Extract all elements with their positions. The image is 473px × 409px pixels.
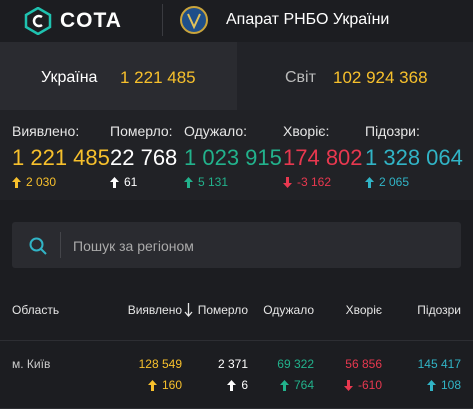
stat-change-text: 5 131 bbox=[198, 175, 229, 189]
sort-icon bbox=[184, 303, 193, 317]
cell-change: 160 bbox=[147, 378, 182, 392]
stat-value: 1 023 915 bbox=[184, 145, 282, 170]
stat-value: 174 802 bbox=[283, 145, 363, 170]
cell-value: 56 856 bbox=[345, 357, 382, 371]
arrow-up bbox=[365, 176, 374, 188]
divider bbox=[162, 4, 163, 36]
arrow-down bbox=[283, 176, 292, 188]
emblem bbox=[180, 6, 208, 34]
column-header: Підозри bbox=[417, 303, 461, 317]
logo-text: COTA bbox=[60, 9, 122, 32]
column-header: Одужало bbox=[263, 303, 314, 317]
cell-value: 2 371 bbox=[217, 357, 248, 371]
tab-label: Україна bbox=[41, 69, 98, 86]
arrow-up bbox=[147, 379, 157, 391]
search-box[interactable]: Пошук за регіоном bbox=[12, 222, 461, 268]
stat-change-text: 2 030 bbox=[26, 175, 57, 189]
tab-active[interactable]: Україна 1 221 485 bbox=[0, 42, 237, 110]
stat-label: Одужало: bbox=[184, 123, 248, 139]
logo-icon bbox=[24, 7, 52, 35]
cell-value: 69 322 bbox=[277, 357, 314, 371]
cell-change-text: -610 bbox=[357, 378, 382, 392]
column-header: Хворіє bbox=[345, 303, 382, 317]
cell-change: 764 bbox=[279, 378, 314, 392]
cell-change-text: 160 bbox=[161, 378, 182, 392]
arrow-up bbox=[426, 379, 436, 391]
stat-value: 1 221 485 bbox=[12, 145, 110, 170]
arrow-up bbox=[110, 176, 119, 188]
stat-value: 22 768 bbox=[110, 145, 178, 170]
cell-change: 108 bbox=[426, 378, 461, 392]
region-name: м. Київ bbox=[12, 357, 51, 371]
arrow-up bbox=[227, 379, 237, 391]
stat-change-text: -3 162 bbox=[297, 175, 332, 189]
cell-change-text: 108 bbox=[440, 378, 461, 392]
stat-label: Померло: bbox=[110, 123, 173, 139]
stat-value: 1 328 064 bbox=[365, 145, 463, 170]
tab-label: Світ bbox=[285, 69, 316, 86]
column-header: Область bbox=[12, 303, 60, 317]
stats bbox=[0, 110, 473, 200]
arrow-up bbox=[184, 176, 193, 188]
row-divider bbox=[0, 340, 473, 341]
organization: Апарат РНБО України bbox=[226, 11, 390, 28]
cell-value: 145 417 bbox=[417, 357, 461, 371]
stat-change: 2 065 bbox=[365, 175, 409, 189]
arrow-up bbox=[12, 176, 21, 188]
cell-change-text: 6 bbox=[241, 378, 248, 392]
stat-change: -3 162 bbox=[283, 175, 331, 189]
tab-value: 1 221 485 bbox=[120, 68, 196, 87]
cell-change: 6 bbox=[227, 378, 248, 392]
search-placeholder: Пошук за регіоном bbox=[73, 238, 194, 254]
tab-value: 102 924 368 bbox=[333, 68, 428, 87]
cell-change: -610 bbox=[343, 378, 382, 392]
arrow-up bbox=[279, 379, 289, 391]
cell-value: 128 549 bbox=[138, 357, 182, 371]
stat-label: Хворіє: bbox=[283, 123, 330, 139]
tab[interactable]: Світ 102 924 368 bbox=[237, 42, 473, 110]
column-header[interactable]: Виявлено bbox=[128, 303, 193, 317]
stat-label: Виявлено: bbox=[12, 123, 80, 139]
stat-label: Підозри: bbox=[365, 123, 420, 139]
cell-change-text: 764 bbox=[293, 378, 314, 392]
stat-change: 5 131 bbox=[184, 175, 228, 189]
header: COTA Апарат РНБО України bbox=[0, 0, 473, 42]
stat-change-text: 2 065 bbox=[379, 175, 410, 189]
stat-change: 61 bbox=[110, 175, 137, 189]
column-header: Померло bbox=[197, 303, 248, 317]
search-icon bbox=[29, 237, 47, 255]
stat-change: 2 030 bbox=[12, 175, 56, 189]
arrow-down bbox=[343, 379, 353, 391]
stat-change-text: 61 bbox=[124, 175, 138, 189]
search-divider bbox=[60, 232, 61, 258]
